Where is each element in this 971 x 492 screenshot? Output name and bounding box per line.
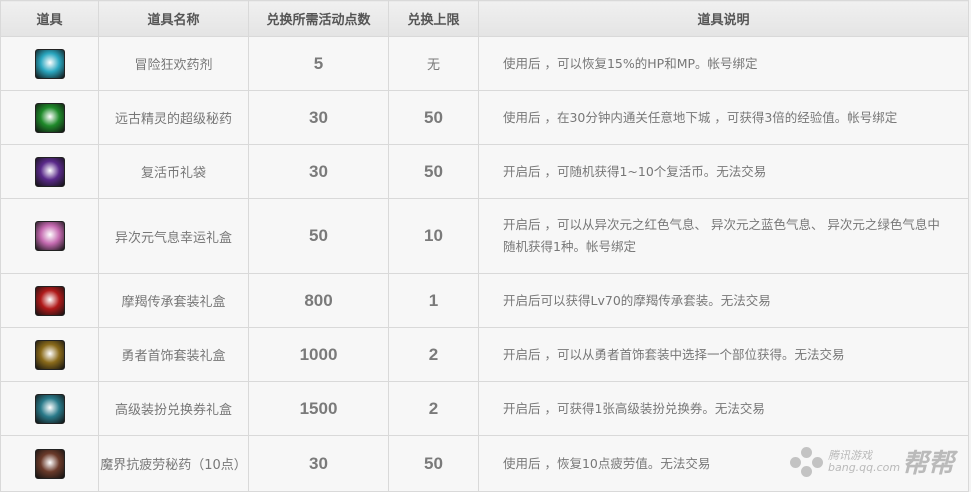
red-gift-box-icon <box>34 285 65 316</box>
table-row: 冒险狂欢药剂 5 无 使用后 ，可以恢复15%的HP和MP。帐号绑定 <box>0 36 969 91</box>
item-points: 1500 <box>248 381 389 436</box>
table-row: 复活币礼袋 30 50 开启后 ，可随机获得1~10个复活币。无法交易 <box>0 144 969 199</box>
table-header: 道具 道具名称 兑换所需活动点数 兑换上限 道具说明 <box>0 0 969 37</box>
coupon-icon <box>34 393 65 424</box>
item-points: 50 <box>248 198 389 274</box>
item-name: 冒险狂欢药剂 <box>98 36 249 91</box>
item-points: 30 <box>248 435 389 492</box>
header-limit: 兑换上限 <box>388 0 479 37</box>
potion-icon <box>34 48 65 79</box>
exp-potion-icon <box>34 102 65 133</box>
header-points: 兑换所需活动点数 <box>248 0 389 37</box>
header-name: 道具名称 <box>98 0 249 37</box>
logo-icon <box>790 446 824 477</box>
item-name: 勇者首饰套装礼盒 <box>98 327 249 382</box>
table-row: 异次元气息幸运礼盒 50 10 开启后 ，可以从异次元之红色气息、 异次元之蓝色… <box>0 198 969 274</box>
item-limit: 50 <box>388 90 479 145</box>
item-name: 高级装扮兑换券礼盒 <box>98 381 249 436</box>
item-name: 摩羯传承套装礼盒 <box>98 273 249 328</box>
item-points: 30 <box>248 144 389 199</box>
item-description: 使用后 ，恢复10点疲劳值。无法交易 <box>478 435 969 492</box>
item-limit: 50 <box>388 435 479 492</box>
item-limit: 1 <box>388 273 479 328</box>
item-limit: 50 <box>388 144 479 199</box>
item-description: 开启后可以获得Lv70的摩羯传承套装。无法交易 <box>478 273 969 328</box>
table-row: 高级装扮兑换券礼盒 1500 2 开启后 ，可获得1张高级装扮兑换券。无法交易 <box>0 381 969 436</box>
item-name: 魔界抗疲劳秘药（10点） <box>98 435 249 492</box>
item-name: 远古精灵的超级秘药 <box>98 90 249 145</box>
bottle-icon <box>34 448 65 479</box>
item-name: 复活币礼袋 <box>98 144 249 199</box>
item-limit: 无 <box>388 36 479 91</box>
item-limit: 10 <box>388 198 479 274</box>
item-limit: 2 <box>388 381 479 436</box>
item-points: 30 <box>248 90 389 145</box>
item-description: 使用后 ，在30分钟内通关任意地下城 ，可获得3倍的经验值。帐号绑定 <box>478 90 969 145</box>
coin-bag-icon <box>34 156 65 187</box>
header-desc: 道具说明 <box>478 0 969 37</box>
item-description: 开启后 ，可获得1张高级装扮兑换券。无法交易 <box>478 381 969 436</box>
item-limit: 2 <box>388 327 479 382</box>
table-row: 魔界抗疲劳秘药（10点） 30 50 使用后 ，恢复10点疲劳值。无法交易 <box>0 435 969 492</box>
item-name: 异次元气息幸运礼盒 <box>98 198 249 274</box>
watermark-logo: 腾讯游戏 bang.qq.com 帮帮 <box>790 443 954 480</box>
item-description: 使用后 ，可以恢复15%的HP和MP。帐号绑定 <box>478 36 969 91</box>
gold-chest-icon <box>34 339 65 370</box>
crystal-box-icon <box>34 221 65 251</box>
item-description: 开启后 ，可以从异次元之红色气息、 异次元之蓝色气息、 异次元之绿色气息中随机获… <box>478 198 969 274</box>
item-description: 开启后 ，可随机获得1~10个复活币。无法交易 <box>478 144 969 199</box>
table-row: 摩羯传承套装礼盒 800 1 开启后可以获得Lv70的摩羯传承套装。无法交易 <box>0 273 969 328</box>
item-description: 开启后 ，可以从勇者首饰套装中选择一个部位获得。无法交易 <box>478 327 969 382</box>
item-points: 800 <box>248 273 389 328</box>
table-row: 勇者首饰套装礼盒 1000 2 开启后 ，可以从勇者首饰套装中选择一个部位获得。… <box>0 327 969 382</box>
item-points: 5 <box>248 36 389 91</box>
table-row: 远古精灵的超级秘药 30 50 使用后 ，在30分钟内通关任意地下城 ，可获得3… <box>0 90 969 145</box>
header-item: 道具 <box>0 0 99 37</box>
item-points: 1000 <box>248 327 389 382</box>
